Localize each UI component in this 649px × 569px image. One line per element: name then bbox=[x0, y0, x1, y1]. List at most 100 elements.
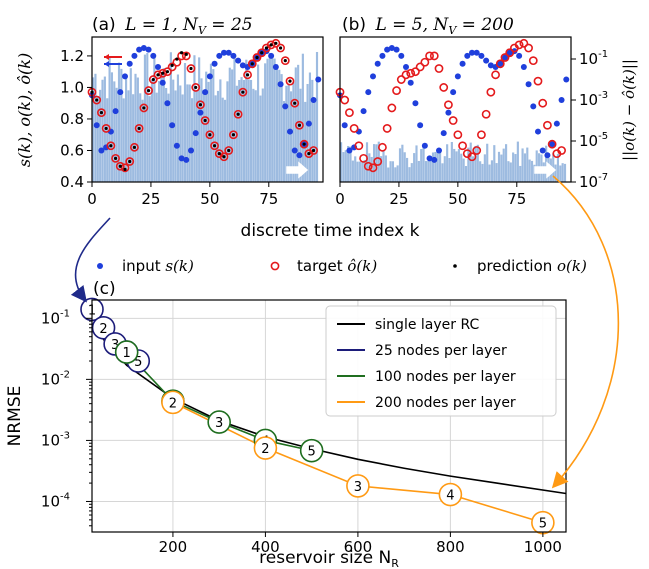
target-point bbox=[111, 153, 120, 163]
input-point bbox=[315, 76, 322, 83]
layer-marker-label: 2 bbox=[169, 396, 177, 411]
y-tick-label: 10-5 bbox=[579, 131, 608, 150]
prediction-point bbox=[311, 148, 316, 153]
target-point bbox=[299, 139, 309, 149]
right-y-axis-label: ||o(k) − ô(k)|| bbox=[620, 59, 638, 161]
error-bar bbox=[446, 144, 449, 182]
legend-label: single layer RC bbox=[375, 317, 480, 333]
layer-marker bbox=[161, 390, 185, 415]
error-bar bbox=[351, 160, 354, 182]
error-bar bbox=[106, 98, 109, 182]
target-point bbox=[495, 59, 505, 69]
prediction-point bbox=[132, 145, 137, 149]
layer-marker-label: 5 bbox=[308, 445, 316, 460]
error-bar bbox=[146, 53, 149, 182]
layer-marker-label: 5 bbox=[134, 355, 142, 370]
error-bar bbox=[554, 164, 557, 182]
error-bar bbox=[356, 161, 359, 182]
y-tick-label: 1.2 bbox=[60, 47, 84, 65]
y-tick-label: 0.4 bbox=[60, 173, 84, 191]
panel-a: 0 25 50 75 0.4 0.6 0.8 1.0 1.2 (a) L = 1, NV = … bbox=[15, 15, 324, 208]
input-point bbox=[291, 147, 298, 154]
error-bar bbox=[509, 162, 512, 182]
layer-marker-label: 4 bbox=[446, 489, 454, 504]
layer-marker bbox=[253, 436, 278, 460]
input-point bbox=[502, 54, 508, 61]
layer-marker-label: 1 bbox=[123, 346, 131, 361]
x-tick-label: 0 bbox=[335, 190, 345, 208]
input-point bbox=[445, 109, 452, 116]
error-bar bbox=[216, 90, 220, 182]
error-bar bbox=[398, 148, 402, 182]
x-axis-label: reservoir size NR bbox=[259, 548, 399, 569]
error-bar bbox=[198, 57, 201, 182]
error-bar bbox=[422, 146, 425, 182]
error-bar bbox=[238, 80, 241, 182]
legend-label: 25 nodes per layer bbox=[375, 343, 507, 359]
error-bar bbox=[516, 141, 519, 182]
y-tick-label: 1.0 bbox=[60, 78, 84, 96]
target-point bbox=[439, 83, 449, 92]
input-point bbox=[140, 45, 147, 52]
prediction-point bbox=[151, 77, 155, 82]
error-bar bbox=[245, 59, 248, 183]
error-bar bbox=[384, 155, 387, 182]
target-point bbox=[396, 75, 406, 84]
error-bar bbox=[563, 163, 567, 182]
prediction-point bbox=[146, 88, 151, 93]
error-bar bbox=[282, 101, 286, 182]
prediction-point bbox=[128, 159, 132, 164]
input-point bbox=[365, 89, 372, 96]
plot-frame bbox=[91, 36, 324, 183]
prediction-point bbox=[241, 90, 245, 94]
data-marks bbox=[335, 38, 570, 173]
target-point bbox=[415, 62, 425, 72]
y-tick-label: 10-1 bbox=[579, 49, 608, 68]
error-bar bbox=[481, 163, 484, 182]
error-bar bbox=[212, 69, 215, 182]
target-point bbox=[144, 86, 153, 95]
target-point bbox=[191, 83, 201, 92]
x-tick-label: 75 bbox=[507, 190, 526, 208]
legend-label: 200 nodes per layer bbox=[375, 395, 516, 411]
input-point bbox=[178, 155, 185, 162]
panel-a-title: (a) L = 1, NV = 25 bbox=[92, 15, 253, 37]
error-bar bbox=[500, 154, 503, 182]
prediction-point bbox=[227, 148, 231, 153]
error-bar bbox=[387, 167, 390, 182]
target-point bbox=[368, 163, 378, 173]
error-bar bbox=[205, 71, 208, 182]
prediction-point bbox=[184, 52, 188, 56]
input-point bbox=[549, 141, 556, 148]
error-bar bbox=[306, 83, 309, 182]
input-point bbox=[454, 73, 461, 80]
target-point bbox=[252, 53, 262, 62]
error-bar bbox=[301, 53, 304, 183]
x-tick-label: 800 bbox=[436, 538, 465, 556]
target-point bbox=[528, 56, 538, 66]
error-bar bbox=[249, 79, 253, 182]
target-point bbox=[276, 43, 285, 53]
input-point bbox=[483, 57, 490, 64]
input-point bbox=[379, 52, 386, 59]
error-bar bbox=[136, 77, 139, 182]
y-tick-label: 10-4 bbox=[41, 491, 70, 510]
input-point bbox=[93, 122, 100, 129]
prediction-point bbox=[260, 51, 264, 55]
error-bar bbox=[268, 53, 271, 182]
error-bar bbox=[436, 150, 439, 182]
error-bar bbox=[427, 160, 430, 182]
error-bar bbox=[169, 52, 172, 183]
error-bar bbox=[158, 80, 161, 182]
input-point bbox=[150, 52, 157, 59]
input-point bbox=[520, 63, 527, 70]
error-bar bbox=[148, 96, 151, 182]
error-bar bbox=[242, 79, 246, 182]
y-ticks: 0.4 0.6 0.8 1.0 1.2 bbox=[60, 47, 92, 191]
target-point bbox=[481, 109, 491, 119]
input-point bbox=[436, 147, 442, 154]
error-bar bbox=[233, 53, 236, 182]
target-point bbox=[295, 120, 304, 130]
input-point bbox=[206, 73, 213, 80]
